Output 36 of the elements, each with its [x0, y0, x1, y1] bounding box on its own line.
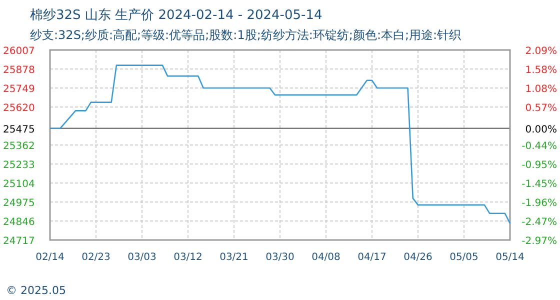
y2-tick-label: 0.57% — [525, 103, 557, 114]
y-tick-label: 24975 — [3, 198, 35, 209]
y-tick-label: 25104 — [3, 179, 35, 190]
x-tick-label: 03/30 — [266, 252, 294, 263]
x-tick-label: 04/17 — [358, 252, 386, 263]
y2-tick-label: -2.47% — [522, 217, 557, 228]
chart-subtitle: 纱支:32S;纱质:高配;等级:优等品;股数:1股;纺纱方法:环锭纺;颜色:本白;用途:针织 — [30, 28, 462, 42]
x-tick-label: 03/12 — [174, 252, 202, 263]
x-tick-label: 05/05 — [450, 252, 478, 263]
y2-tick-label: -1.45% — [522, 178, 557, 190]
x-tick-label: 02/23 — [82, 252, 110, 263]
chart-title: 棉纱32S 山东 生产价 2024-02-14 - 2024-05-14 — [30, 8, 322, 23]
y2-tick-label: 1.58% — [525, 65, 557, 76]
x-tick-label: 02/14 — [36, 252, 64, 263]
y-tick-label: 25620 — [3, 103, 35, 114]
y2-tick-label: -0.44% — [522, 141, 557, 152]
y-tick-label: 25878 — [3, 65, 35, 76]
x-tick-label: 05/14 — [496, 252, 524, 263]
y2-tick-label: 1.08% — [525, 84, 557, 95]
x-tick-label: 04/08 — [312, 252, 340, 263]
y2-tick-label: -0.95% — [522, 160, 557, 172]
y2-tick-label: 0.00% — [525, 124, 557, 136]
x-tick-label: 03/03 — [128, 252, 156, 263]
y-tick-label: 24846 — [3, 217, 35, 228]
y-tick-label: 25362 — [3, 141, 35, 152]
y-tick-label: 26007 — [3, 46, 35, 57]
y2-tick-label: 2.09% — [525, 46, 557, 57]
y-tick-label: 25749 — [3, 84, 35, 95]
y-tick-label: 24717 — [3, 236, 35, 247]
y-tick-label: 25475 — [3, 124, 35, 136]
y2-tick-label: -1.96% — [522, 198, 557, 210]
x-tick-label: 04/26 — [404, 252, 432, 263]
y2-tick-label: -2.97% — [522, 236, 557, 247]
text: © 2025.05 — [6, 284, 66, 297]
y-tick-label: 25233 — [3, 160, 35, 171]
x-tick-label: 03/21 — [220, 252, 248, 263]
